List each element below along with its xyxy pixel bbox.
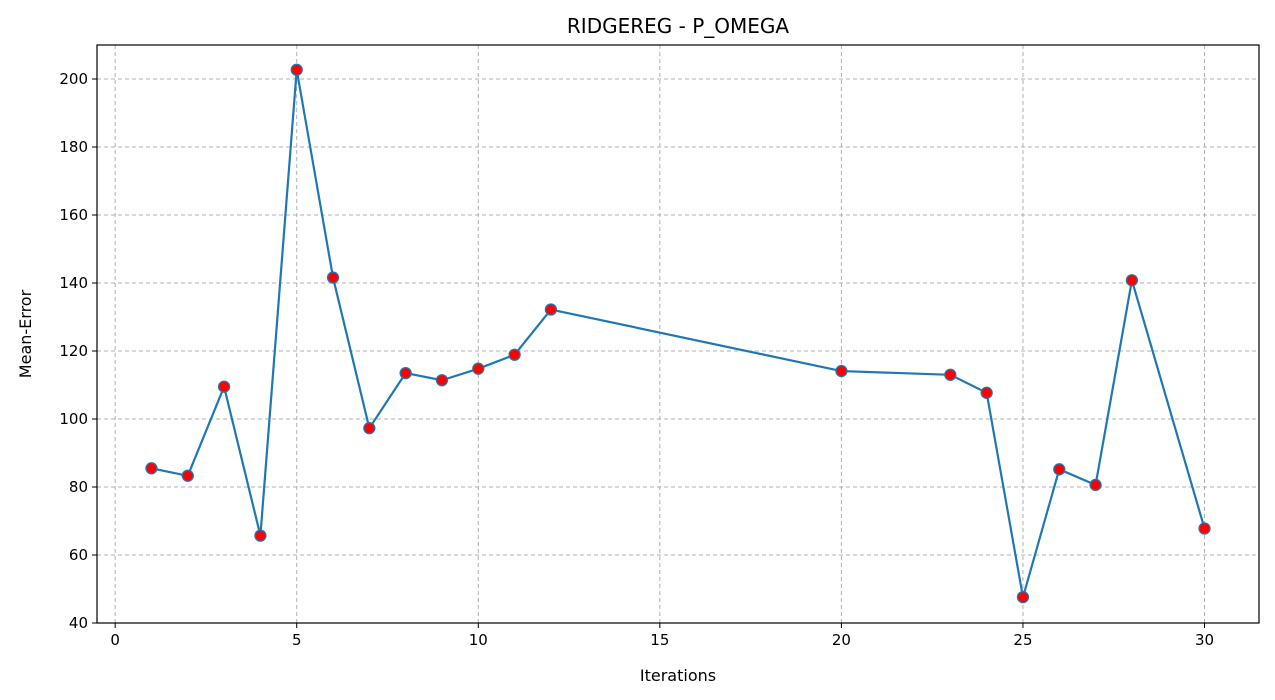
y-axis-label: Mean-Error [16, 289, 35, 378]
data-point [363, 422, 376, 435]
data-point [181, 469, 194, 482]
data-point [1125, 274, 1139, 287]
data-point [1053, 463, 1066, 476]
y-tick-label: 40 [69, 614, 88, 632]
data-point [217, 380, 231, 393]
y-tick-label: 160 [59, 206, 88, 224]
y-tick-label: 80 [69, 478, 88, 496]
x-tick-label: 0 [110, 631, 120, 649]
data-point [508, 348, 521, 361]
data-point [254, 529, 267, 542]
data-point [399, 366, 412, 380]
data-point [290, 63, 303, 76]
y-tick-label: 60 [69, 546, 88, 564]
data-point [944, 368, 957, 381]
data-point [1089, 478, 1102, 492]
y-tick-label: 100 [59, 410, 88, 428]
data-point [472, 362, 485, 375]
data-point [326, 271, 340, 284]
x-tick-label: 10 [469, 631, 488, 649]
x-axis-label: Iterations [640, 666, 716, 685]
data-point [145, 462, 158, 475]
x-tick-label: 5 [292, 631, 302, 649]
axis-ticks: 0 5 10 15 20 25 30 40 60 80 100 120 140 160 180 200 [59, 70, 1214, 649]
plot-frame [96, 44, 1260, 624]
x-tick-label: 25 [1013, 631, 1032, 649]
data-point [435, 374, 449, 387]
data-point [1198, 522, 1211, 535]
y-tick-label: 200 [59, 70, 88, 88]
x-tick-label: 30 [1195, 631, 1214, 649]
series-line [151, 68, 1206, 599]
y-tick-label: 120 [59, 342, 88, 360]
data-point [835, 364, 848, 378]
y-tick-label: 140 [59, 274, 88, 292]
x-tick-label: 15 [650, 631, 669, 649]
x-tick-label: 20 [832, 631, 851, 649]
y-tick-label: 180 [59, 138, 88, 156]
data-point [980, 386, 993, 399]
data-point [1016, 591, 1030, 604]
data-point [544, 303, 558, 316]
chart-title: RIDGEREG - P_OMEGA [567, 14, 789, 38]
grid [97, 45, 1259, 624]
series-layer [145, 63, 1211, 604]
